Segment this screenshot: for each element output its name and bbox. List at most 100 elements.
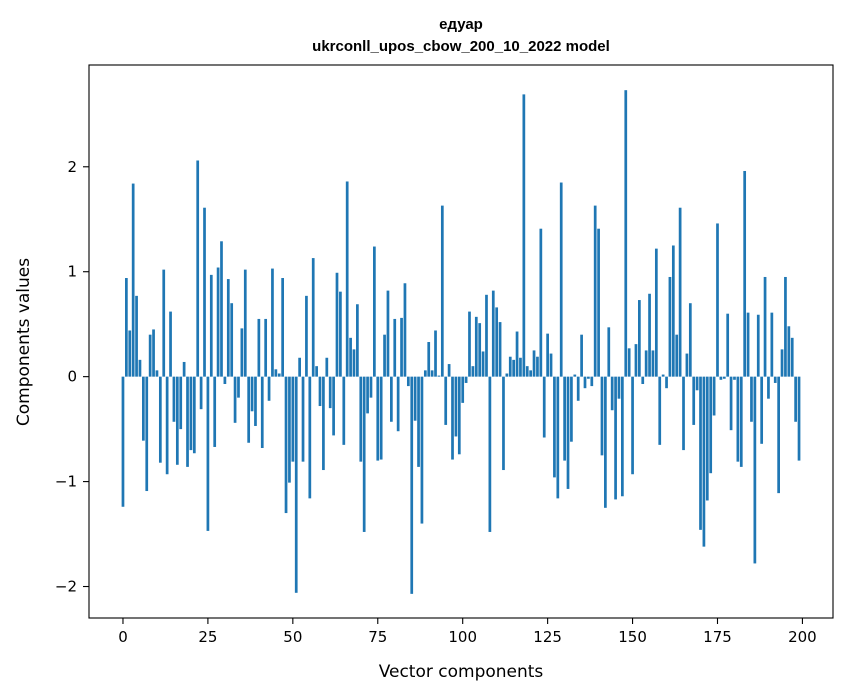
bar xyxy=(175,376,179,465)
bar xyxy=(580,334,583,377)
bar xyxy=(610,376,614,411)
bar xyxy=(203,207,206,377)
bar xyxy=(624,90,628,377)
bar xyxy=(376,376,380,461)
bar xyxy=(699,376,702,530)
bar xyxy=(230,303,234,377)
bar xyxy=(216,267,220,377)
bar xyxy=(308,376,312,499)
bar xyxy=(271,268,274,377)
bar xyxy=(553,376,556,478)
bar xyxy=(797,376,801,461)
bar xyxy=(233,376,237,423)
bar xyxy=(767,376,770,399)
y-axis-ticks: −2 −1 0 1 2 xyxy=(55,158,89,596)
bar xyxy=(356,304,359,377)
x-tick-label: 50 xyxy=(283,628,302,646)
bar xyxy=(474,316,478,377)
bar xyxy=(182,361,186,377)
bar xyxy=(213,376,217,447)
bar xyxy=(226,279,230,377)
bar xyxy=(220,241,223,377)
bar xyxy=(794,376,797,422)
bar xyxy=(563,376,566,461)
bar xyxy=(750,376,753,422)
bar xyxy=(583,376,587,389)
bar xyxy=(644,350,648,377)
bar xyxy=(607,327,611,377)
bar xyxy=(733,376,736,380)
x-tick-label: 200 xyxy=(788,628,817,646)
bar xyxy=(267,376,271,401)
bar xyxy=(322,376,325,471)
bar xyxy=(756,314,760,377)
bar xyxy=(549,353,553,377)
bar xyxy=(587,376,590,379)
bar xyxy=(491,290,495,377)
bar xyxy=(471,366,475,377)
bar xyxy=(352,349,356,377)
bar xyxy=(617,376,621,399)
bar xyxy=(386,290,390,377)
bars-group xyxy=(121,90,801,594)
x-axis-label: Vector components xyxy=(379,662,544,682)
bar xyxy=(566,376,570,489)
x-tick-label: 175 xyxy=(703,628,732,646)
bar xyxy=(705,376,709,501)
bar xyxy=(590,376,594,387)
bar xyxy=(179,376,183,430)
bar xyxy=(277,373,281,377)
chart-subtitle: ukrconll_upos_cbow_200_10_2022 model xyxy=(312,38,610,55)
bar xyxy=(142,376,145,441)
x-tick-label: 100 xyxy=(448,628,477,646)
bar xyxy=(440,205,444,377)
bar xyxy=(536,356,539,377)
bar xyxy=(311,258,315,377)
bar xyxy=(373,246,376,377)
bar xyxy=(328,376,332,409)
bar xyxy=(410,376,414,594)
bar xyxy=(777,376,780,494)
bar xyxy=(342,376,346,445)
bar xyxy=(770,312,774,377)
bar xyxy=(298,357,301,377)
bar xyxy=(406,376,410,387)
bar xyxy=(621,376,624,497)
bar xyxy=(532,350,536,377)
bar xyxy=(274,369,278,377)
bar xyxy=(362,376,366,532)
bar xyxy=(125,278,128,377)
bar xyxy=(709,376,713,474)
bar xyxy=(135,295,138,377)
bar xyxy=(556,376,560,499)
bar xyxy=(658,376,662,445)
bar xyxy=(339,291,342,377)
bar xyxy=(413,376,417,421)
bar xyxy=(158,376,162,463)
bar xyxy=(315,366,318,377)
bar xyxy=(461,376,465,403)
bar xyxy=(515,331,519,377)
bar xyxy=(291,376,295,462)
bar xyxy=(294,376,298,593)
bar xyxy=(444,376,448,425)
bar xyxy=(784,276,787,377)
bar xyxy=(325,357,329,377)
bar xyxy=(665,376,668,389)
bar xyxy=(264,318,268,377)
bar xyxy=(614,376,617,500)
bar xyxy=(366,376,369,414)
bar xyxy=(736,376,740,462)
bar xyxy=(593,205,597,377)
bar xyxy=(468,311,471,377)
x-tick-label: 75 xyxy=(368,628,387,646)
bar xyxy=(648,293,651,377)
bar xyxy=(209,274,213,377)
bar xyxy=(169,311,172,377)
bar xyxy=(634,344,638,377)
bar xyxy=(247,376,251,443)
y-tick-label: −2 xyxy=(55,578,77,596)
bar xyxy=(260,376,264,448)
bar xyxy=(349,337,352,377)
